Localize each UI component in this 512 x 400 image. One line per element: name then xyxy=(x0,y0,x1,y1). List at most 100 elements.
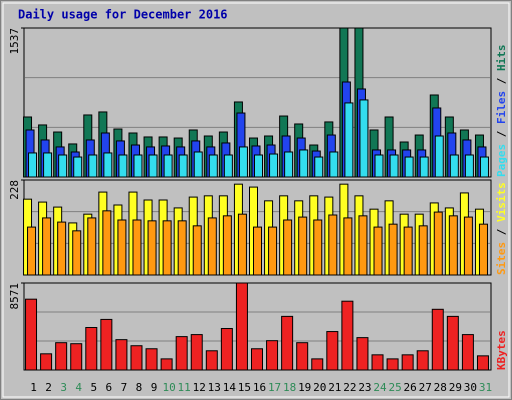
bar xyxy=(464,154,474,178)
x-tick-label: 24 xyxy=(373,381,387,394)
bar xyxy=(401,354,414,371)
bar xyxy=(434,135,444,178)
bar xyxy=(177,220,187,276)
bar xyxy=(28,152,38,178)
bar xyxy=(283,219,293,276)
bar xyxy=(344,102,354,178)
x-tick-label: 19 xyxy=(298,381,311,394)
x-tick-label: 3 xyxy=(60,381,67,394)
legend-separator: / xyxy=(495,71,508,91)
y-tick-label: 8571 xyxy=(8,283,21,310)
bar xyxy=(55,342,68,371)
bar xyxy=(118,154,128,178)
bar xyxy=(58,154,68,178)
bar xyxy=(147,220,157,276)
legend-entry: Pages xyxy=(495,144,508,177)
bar xyxy=(446,315,459,371)
bar xyxy=(222,215,232,276)
bar xyxy=(175,336,188,371)
bar xyxy=(88,154,98,178)
bar xyxy=(358,215,368,276)
bar xyxy=(163,154,173,178)
bar xyxy=(235,282,248,371)
bar xyxy=(85,327,98,371)
x-tick-label: 8 xyxy=(136,381,143,394)
bar xyxy=(476,355,489,371)
bar xyxy=(266,340,279,371)
x-tick-label: 14 xyxy=(223,381,237,394)
bar xyxy=(343,217,353,276)
x-tick-label: 31 xyxy=(479,381,492,394)
bar xyxy=(205,350,218,371)
bar xyxy=(449,154,459,178)
bar xyxy=(416,350,429,371)
bar xyxy=(57,221,67,276)
x-tick-label: 9 xyxy=(151,381,158,394)
legend-entry: Visits xyxy=(495,182,508,222)
bar xyxy=(269,153,279,178)
bar xyxy=(463,216,473,276)
bar xyxy=(72,230,82,276)
bar xyxy=(192,225,202,276)
x-tick-label: 1 xyxy=(30,381,37,394)
bar xyxy=(389,154,399,178)
bar xyxy=(160,358,173,371)
x-tick-label: 29 xyxy=(449,381,462,394)
x-tick-label: 16 xyxy=(253,381,266,394)
bar xyxy=(314,156,324,178)
bar xyxy=(461,334,474,371)
legend-separator: / xyxy=(495,222,508,242)
bar xyxy=(478,223,488,276)
bar xyxy=(220,328,233,371)
bar xyxy=(115,339,128,371)
bar xyxy=(70,343,83,371)
x-tick-label: 30 xyxy=(464,381,477,394)
bar xyxy=(117,219,127,276)
bar xyxy=(281,315,294,371)
bar xyxy=(433,211,443,276)
bar xyxy=(326,331,339,371)
legend-entry: Files xyxy=(495,91,508,124)
bar xyxy=(311,358,324,371)
bar xyxy=(359,99,369,178)
legend: Pages / Files / Hits xyxy=(495,45,508,178)
bar xyxy=(25,298,38,371)
bar xyxy=(268,226,278,276)
bar xyxy=(223,154,233,178)
bar xyxy=(148,154,158,178)
bar xyxy=(251,348,263,371)
x-tick-label: 2 xyxy=(45,381,52,394)
bar xyxy=(371,354,384,371)
bar xyxy=(299,149,309,178)
legend-entry: Hits xyxy=(495,45,508,72)
bar xyxy=(238,146,248,178)
bar xyxy=(178,154,188,178)
x-tick-label: 12 xyxy=(193,381,206,394)
x-tick-label: 26 xyxy=(404,381,417,394)
x-tick-label: 6 xyxy=(106,381,113,394)
y-tick-label: 228 xyxy=(8,180,21,200)
bar xyxy=(130,345,143,371)
x-tick-label: 10 xyxy=(162,381,175,394)
bar xyxy=(132,219,142,276)
x-tick-label: 7 xyxy=(121,381,128,394)
x-tick-label: 4 xyxy=(75,381,82,394)
x-tick-label: 27 xyxy=(419,381,432,394)
x-tick-label: 13 xyxy=(208,381,221,394)
bar xyxy=(133,154,143,178)
bar xyxy=(284,151,294,178)
bar xyxy=(87,217,97,276)
x-tick-label: 15 xyxy=(238,381,251,394)
x-tick-label: 11 xyxy=(178,381,191,394)
x-tick-label: 28 xyxy=(434,381,447,394)
legend: Sites / Visits xyxy=(495,182,508,275)
bar xyxy=(40,353,53,371)
bar xyxy=(419,156,429,178)
bar xyxy=(298,216,308,276)
bar xyxy=(479,156,489,178)
bar xyxy=(193,151,203,178)
x-tick-label: 20 xyxy=(313,381,326,394)
bar xyxy=(329,151,339,178)
